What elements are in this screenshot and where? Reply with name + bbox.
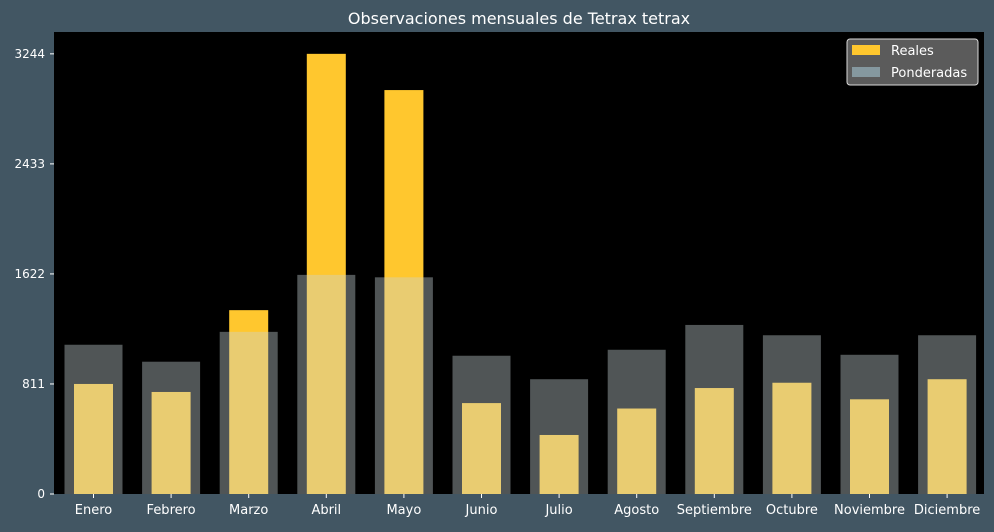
chart-title: Observaciones mensuales de Tetrax tetrax — [348, 9, 690, 28]
x-tick-label: Septiembre — [677, 503, 752, 518]
bar-ponderadas-septiembre — [685, 324, 744, 494]
x-tick-label: Marzo — [229, 503, 268, 518]
bar-reales-junio — [462, 403, 501, 494]
bar-reales-marzo — [229, 310, 269, 494]
x-tick-label: Noviembre — [834, 503, 905, 518]
x-tick-label: Abril — [311, 503, 341, 518]
bar-ponderadas-noviembre — [840, 354, 899, 494]
legend-swatch-reales — [852, 45, 880, 55]
x-axis: Enero Febrero Marzo Abril Mayo Junio Julio Agos… — [75, 494, 980, 518]
legend-swatch-ponderadas — [852, 67, 880, 77]
bar-reales-diciembre — [927, 379, 967, 494]
bar-ponderadas-mayo — [374, 277, 433, 494]
bar-reales-abril — [306, 53, 346, 494]
bar-reales-enero — [74, 383, 113, 494]
x-tick-label: Diciembre — [914, 503, 980, 518]
bar-ponderadas-febrero — [142, 361, 201, 494]
x-tick-label: Agosto — [614, 503, 659, 518]
x-tick-label: Octubre — [766, 503, 818, 518]
bar-ponderadas-abril — [297, 274, 356, 494]
bar-reales-agosto — [617, 408, 657, 494]
plot-background — [54, 32, 984, 494]
x-tick-label: Julio — [544, 503, 572, 518]
y-tick-label: 2433 — [14, 157, 45, 171]
y-axis: 0 811 1622 2433 3244 — [14, 47, 54, 501]
y-tick-label: 0 — [37, 487, 45, 501]
bar-ponderadas-marzo — [219, 331, 278, 494]
weighted-bars — [64, 274, 977, 494]
bar-ponderadas-diciembre — [918, 335, 977, 494]
bar-reales-septiembre — [694, 388, 734, 494]
bar-reales-julio — [539, 434, 579, 494]
x-tick-label: Mayo — [386, 503, 421, 518]
bar-ponderadas-agosto — [607, 349, 666, 494]
x-tick-label: Enero — [75, 503, 113, 518]
x-tick-label: Junio — [465, 503, 498, 518]
bar-ponderadas-junio — [452, 355, 511, 494]
real-bars — [74, 53, 967, 494]
y-tick-label: 811 — [22, 377, 45, 391]
bar-ponderadas-julio — [530, 379, 589, 494]
bar-reales-octubre — [772, 382, 812, 494]
y-tick-label: 1622 — [14, 267, 45, 281]
bar-ponderadas-octubre — [762, 335, 821, 494]
bar-ponderadas-enero — [64, 344, 123, 494]
bar-reales-mayo — [384, 90, 424, 494]
bar-reales-febrero — [151, 391, 191, 494]
legend-label-ponderadas: Ponderadas — [891, 66, 967, 81]
bar-reales-noviembre — [850, 399, 889, 494]
legend-label-reales: Reales — [891, 44, 934, 59]
legend: Reales Ponderadas — [846, 38, 979, 86]
y-tick-label: 3244 — [14, 47, 45, 61]
x-tick-label: Febrero — [147, 503, 196, 518]
